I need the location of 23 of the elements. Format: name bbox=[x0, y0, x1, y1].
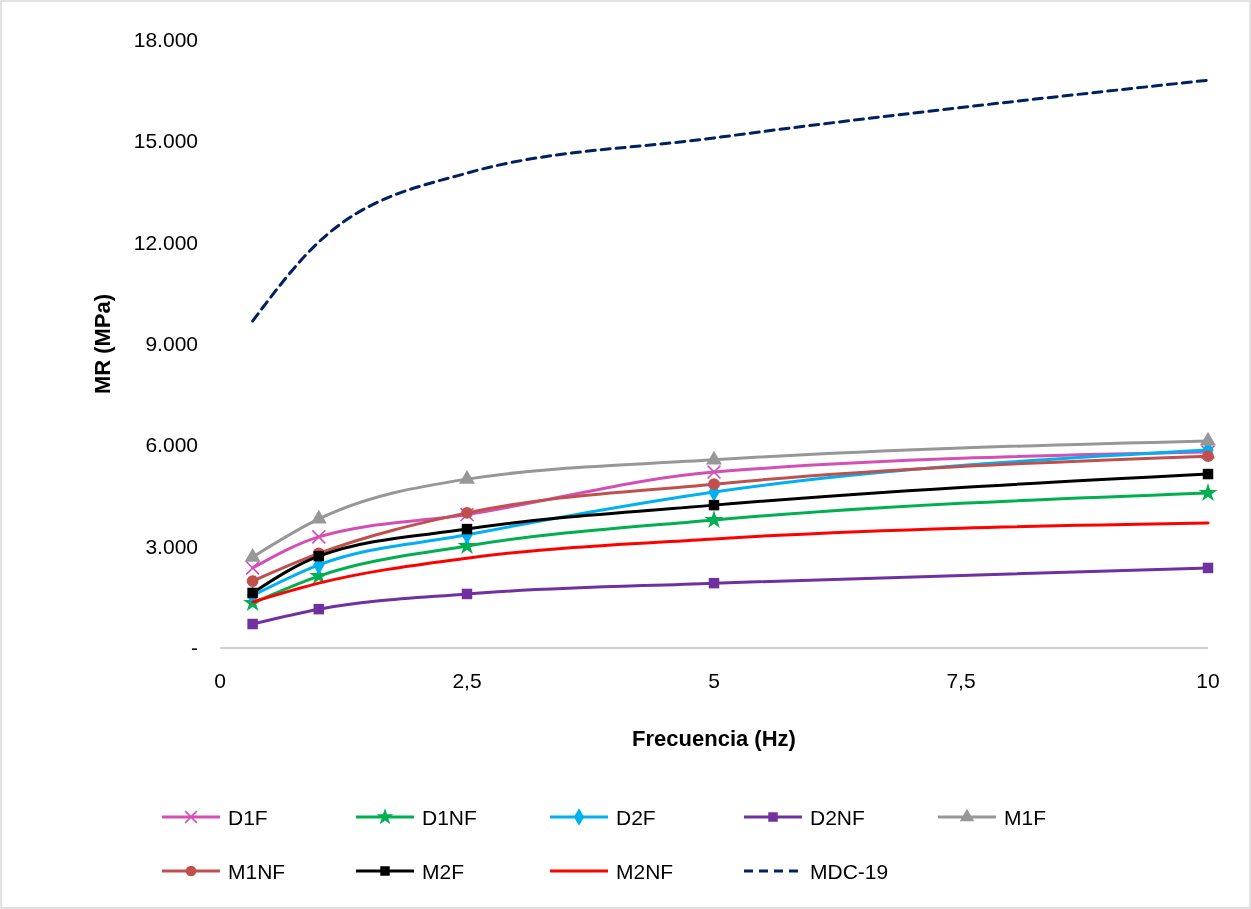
y-tick-label: 18.000 bbox=[133, 28, 198, 51]
x-tick-label: 7,5 bbox=[946, 669, 976, 692]
legend-label: M1NF bbox=[228, 860, 286, 883]
x-axis-title: Frecuencia (Hz) bbox=[632, 726, 796, 751]
legend-label: M2NF bbox=[616, 860, 674, 883]
legend-label: D2F bbox=[616, 806, 656, 829]
legend-label: D1NF bbox=[422, 806, 477, 829]
y-tick-label: 3.000 bbox=[145, 534, 198, 558]
legend-label: M1F bbox=[1004, 806, 1046, 829]
y-tick-label: 12.000 bbox=[133, 230, 198, 254]
x-tick-label: 0 bbox=[214, 669, 226, 692]
legend-label: M2F bbox=[422, 860, 464, 883]
y-tick-label: 9.000 bbox=[145, 332, 198, 355]
y-axis-title: MR (MPa) bbox=[90, 293, 115, 395]
legend-label: D1F bbox=[228, 806, 268, 829]
y-tick-label: 15.000 bbox=[133, 129, 198, 153]
x-tick-label: 2,5 bbox=[452, 669, 482, 692]
x-tick-label: 10 bbox=[1196, 669, 1220, 692]
legend-label: D2NF bbox=[810, 806, 865, 829]
x-tick-label: 5 bbox=[708, 669, 720, 692]
y-tick-label: - bbox=[191, 636, 198, 659]
y-tick-label: 6.000 bbox=[145, 433, 198, 457]
legend-label: MDC-19 bbox=[810, 860, 889, 883]
